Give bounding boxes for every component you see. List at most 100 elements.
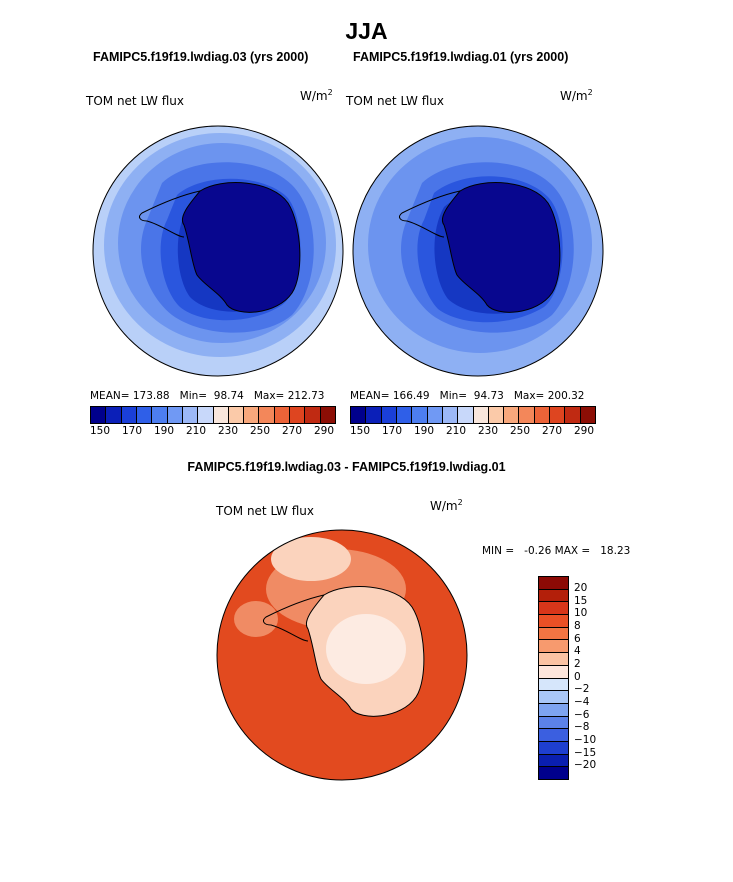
diff-colorbar-tick-label: −6 <box>574 708 590 721</box>
colorbar-tick-label: 270 <box>541 425 563 437</box>
panel2-colorbar <box>350 406 596 424</box>
colorbar-swatch <box>580 407 595 423</box>
diff-colorbar-tick-label: −2 <box>574 683 590 696</box>
colorbar-tick-label: 190 <box>413 425 435 437</box>
diff-colorbar-tick-label: 4 <box>574 645 581 658</box>
diff-colorbar-swatch <box>539 703 568 717</box>
panel1-stats: MEAN= 173.88 Min= 98.74 Max= 212.73 <box>90 390 325 402</box>
diff-colorbar-tick-label: 6 <box>574 632 581 645</box>
colorbar-swatch <box>152 407 168 423</box>
panel2-field-label: TOM net LW flux <box>346 94 444 108</box>
panel1-peninsula-coast <box>139 190 201 238</box>
colorbar-swatch <box>381 407 397 423</box>
colorbar-swatch <box>550 407 566 423</box>
colorbar-tick-label: 250 <box>509 425 531 437</box>
colorbar-swatch <box>427 407 443 423</box>
colorbar-swatch <box>121 407 137 423</box>
diff-colorbar-tick-label: −4 <box>574 695 590 708</box>
colorbar-swatch <box>412 407 428 423</box>
colorbar-swatch <box>136 407 153 423</box>
colorbar-tick-label: 210 <box>185 425 207 437</box>
diff-patch-north-light <box>271 537 351 581</box>
diff-colorbar-tick-label: 10 <box>574 607 588 620</box>
diff-title: FAMIPC5.f19f19.lwdiag.03 - FAMIPC5.f19f1… <box>187 460 506 474</box>
diff-colorbar-swatch <box>539 640 568 654</box>
panel2-colorbar-labels: 150 170 190 210 230 250 270 290 <box>344 425 600 437</box>
colorbar-tick-label: 210 <box>445 425 467 437</box>
diff-colorbar-swatch <box>539 729 568 742</box>
colorbar-swatch <box>504 407 520 423</box>
diff-colorbar-tick-label: 2 <box>574 657 581 670</box>
colorbar-swatch <box>259 407 275 423</box>
colorbar-swatch <box>305 407 321 423</box>
panel1-field-label: TOM net LW flux <box>86 94 184 108</box>
colorbar-swatch <box>167 407 183 423</box>
colorbar-tick-label: 230 <box>217 425 239 437</box>
colorbar-tick-label: 170 <box>381 425 403 437</box>
colorbar-swatch <box>442 407 459 423</box>
diff-colorbar-swatch <box>539 716 568 730</box>
colorbar-tick-label: 290 <box>313 425 335 437</box>
panel2-polar-map <box>352 125 604 377</box>
colorbar-tick-label: 290 <box>573 425 595 437</box>
colorbar-tick-label: 150 <box>349 425 371 437</box>
colorbar-swatch <box>106 407 122 423</box>
colorbar-swatch <box>91 407 107 423</box>
diff-colorbar-swatch <box>539 678 568 692</box>
colorbar-swatch <box>351 407 367 423</box>
colorbar-swatch <box>290 407 306 423</box>
panel2-case-title: FAMIPC5.f19f19.lwdiag.01 (yrs 2000) <box>353 50 569 64</box>
colorbar-swatch <box>534 407 551 423</box>
diff-colorbar-swatch <box>539 767 568 779</box>
diff-colorbar <box>538 576 569 780</box>
panel2-peninsula-coast <box>399 190 461 238</box>
colorbar-tick-label: 170 <box>121 425 143 437</box>
diff-colorbar-tick-label: −10 <box>574 733 597 746</box>
diff-colorbar-swatch <box>539 577 568 590</box>
colorbar-tick-label: 270 <box>281 425 303 437</box>
diff-colorbar-tick-label: 15 <box>574 594 588 607</box>
colorbar-swatch <box>182 407 199 423</box>
diff-antarctica-interior <box>326 614 406 684</box>
colorbar-swatch <box>473 407 489 423</box>
panel1-colorbar-labels: 150 170 190 210 230 250 270 290 <box>84 425 340 437</box>
diff-colorbar-swatch <box>539 589 568 603</box>
panel1-case-title: FAMIPC5.f19f19.lwdiag.03 (yrs 2000) <box>93 50 309 64</box>
colorbar-tick-label: 150 <box>89 425 111 437</box>
diff-colorbar-swatch <box>539 653 568 666</box>
diff-patch-west <box>234 601 278 637</box>
colorbar-swatch <box>396 407 413 423</box>
panel1-colorbar <box>90 406 336 424</box>
colorbar-swatch <box>228 407 245 423</box>
diff-colorbar-swatch <box>539 615 568 628</box>
diff-field-label: TOM net LW flux <box>216 504 314 518</box>
colorbar-swatch <box>366 407 382 423</box>
panel1-polar-map <box>92 125 344 377</box>
diff-colorbar-tick-label: −8 <box>574 721 590 734</box>
panel1-units: W/m2 <box>300 88 333 103</box>
page-title: JJA <box>345 18 388 44</box>
colorbar-swatch <box>458 407 474 423</box>
colorbar-tick-label: 230 <box>477 425 499 437</box>
colorbar-swatch <box>519 407 535 423</box>
diff-peninsula-coast <box>263 594 325 642</box>
diff-colorbar-swatch <box>539 741 568 755</box>
diff-colorbar-swatch <box>539 627 568 641</box>
diff-colorbar-tick-label: −20 <box>574 759 597 772</box>
diff-polar-map <box>216 529 468 781</box>
panel2-antarctica <box>442 182 561 313</box>
panel2-units: W/m2 <box>560 88 593 103</box>
diff-colorbar-tick-label: 8 <box>574 619 581 632</box>
diff-colorbar-tick-label: 20 <box>574 582 588 594</box>
diff-colorbar-labels: 20 15 10 8 6 4 2 0 −2 −4 −6 −8 −10 −15 −20 <box>574 582 596 772</box>
diff-colorbar-swatch <box>539 754 568 768</box>
panel1-antarctica <box>182 182 301 313</box>
colorbar-swatch <box>244 407 260 423</box>
colorbar-swatch <box>565 407 581 423</box>
diff-colorbar-swatch <box>539 602 568 616</box>
diff-colorbar-tick-label: −15 <box>574 746 597 759</box>
colorbar-swatch <box>213 407 229 423</box>
diff-minmax: MIN = -0.26 MAX = 18.23 <box>482 545 631 557</box>
diff-colorbar-tick-label: 0 <box>574 670 581 683</box>
colorbar-tick-label: 250 <box>249 425 271 437</box>
